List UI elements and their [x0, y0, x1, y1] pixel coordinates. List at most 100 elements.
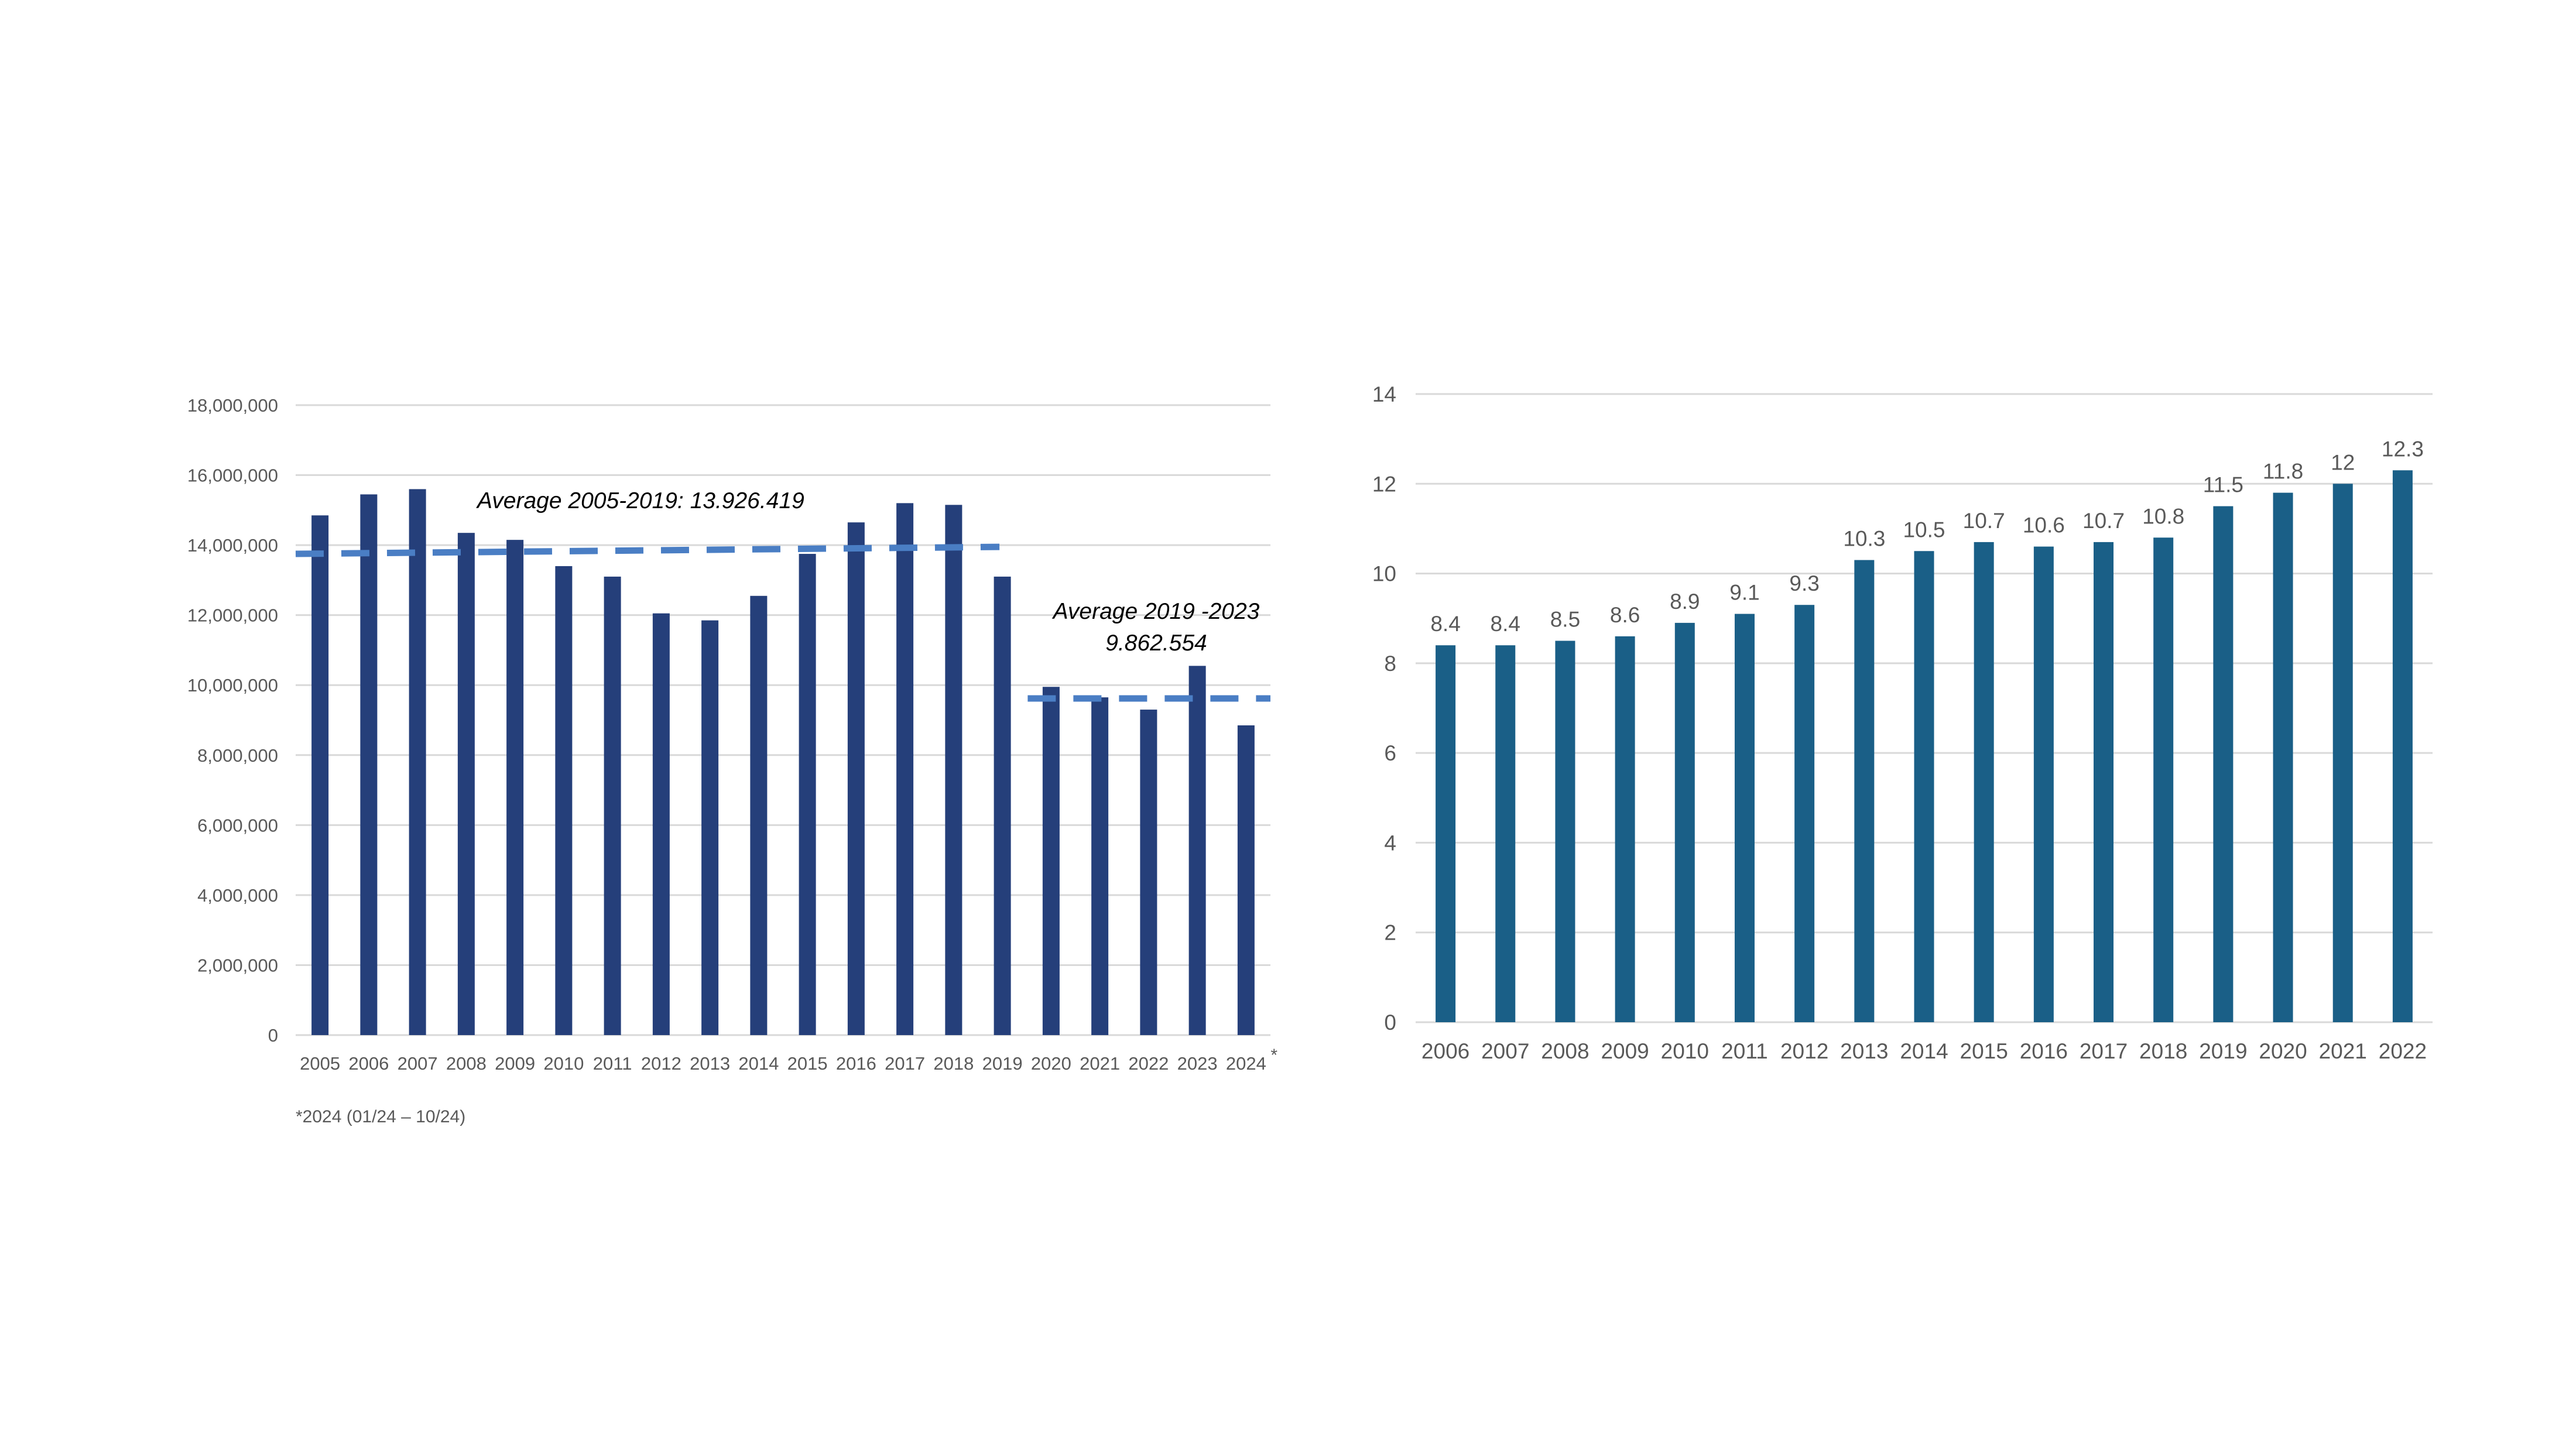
x-tick-label: 2013: [690, 1053, 730, 1074]
y-tick-label: 8,000,000: [197, 745, 278, 766]
bar: [701, 620, 719, 1035]
bar: [1495, 645, 1516, 1022]
bar: [896, 503, 914, 1035]
y-tick-label: 10: [1372, 562, 1396, 586]
x-tick-label: 2014: [738, 1053, 779, 1074]
y-tick-label: 2,000,000: [197, 955, 278, 975]
data-label: 8.5: [1550, 608, 1580, 632]
bar: [2332, 484, 2353, 1022]
bar: [555, 566, 573, 1035]
bar: [1794, 605, 1815, 1022]
x-tick-label: 2012: [1780, 1039, 1828, 1063]
x-tick-label: 2006: [1421, 1039, 1469, 1063]
data-label: 10.3: [1843, 527, 1885, 551]
x-tick-label: 2017: [885, 1053, 925, 1074]
x-tick-label: 2011: [1721, 1039, 1768, 1063]
bar: [1140, 710, 1157, 1035]
data-label: 12.3: [2382, 437, 2424, 461]
bar: [2392, 470, 2413, 1022]
x-tick-label: 2014: [1900, 1039, 1948, 1063]
bar: [652, 613, 670, 1035]
data-label: 10.5: [1903, 518, 1945, 542]
x-tick-label: 2016: [2020, 1039, 2068, 1063]
bar: [457, 533, 475, 1035]
y-tick-label: 12: [1372, 472, 1396, 496]
y-tick-label: 12,000,000: [187, 605, 278, 626]
bar: [2094, 542, 2114, 1022]
x-tick-marker: *: [1270, 1046, 1277, 1065]
bar: [2213, 506, 2234, 1022]
bar: [847, 522, 865, 1035]
y-tick-label: 0: [268, 1025, 278, 1046]
y-tick-label: 8: [1384, 652, 1396, 676]
x-tick-label: 2019: [2199, 1039, 2247, 1063]
y-tick-label: 6: [1384, 741, 1396, 765]
x-tick-label: 2005: [300, 1053, 340, 1074]
data-label: 9.1: [1729, 581, 1759, 605]
x-tick-label: 2018: [2139, 1039, 2187, 1063]
x-tick-label: 2015: [787, 1053, 828, 1074]
data-label: 11.5: [2203, 473, 2243, 497]
footnote: *2024 (01/24 – 10/24): [296, 1107, 465, 1126]
y-tick-label: 14: [1372, 382, 1396, 406]
bar: [1042, 687, 1060, 1035]
x-tick-label: 2022: [1128, 1053, 1169, 1074]
x-tick-label: 2020: [2259, 1039, 2307, 1063]
bar: [994, 576, 1011, 1035]
x-tick-label: 2023: [1177, 1053, 1218, 1074]
bar: [2273, 492, 2293, 1022]
visitor-bar-chart: 0 2,000,000 4,000,000 6,000,000 8,000,000 10,…: [187, 395, 1278, 1126]
bar: [1854, 560, 1875, 1022]
bar: [1734, 614, 1755, 1022]
bar: [506, 540, 524, 1035]
x-tick-label: 2008: [1541, 1039, 1589, 1063]
bar: [1615, 636, 1635, 1022]
bar: [2033, 546, 2054, 1022]
data-label: 8.9: [1670, 590, 1700, 614]
index-bar-chart: 0 2 4 6 8 10 12 14 8.4 8.4 8.5 8.6 8.9 9.1 9.3 10.3 10.5…: [1372, 382, 2433, 1063]
x-tick-label: 2015: [1960, 1039, 2008, 1063]
bar: [1914, 551, 1934, 1022]
bar: [1674, 622, 1695, 1022]
bar: [750, 595, 768, 1035]
x-tick-label: 2012: [641, 1053, 681, 1074]
x-tick-label: 2020: [1031, 1053, 1071, 1074]
x-tick-label: 2013: [1840, 1039, 1888, 1063]
x-tick-label: 2018: [933, 1053, 974, 1074]
data-label: 10.6: [2023, 513, 2065, 537]
average-line-2005-2019: [295, 543, 1000, 557]
data-label: 8.4: [1430, 612, 1460, 636]
y-tick-label: 0: [1384, 1010, 1396, 1034]
bar: [604, 576, 621, 1035]
x-tick-label: 2021: [2319, 1039, 2367, 1063]
x-tick-label: 2024: [1226, 1053, 1266, 1074]
average-label-2019-2023-value: 9.862.554: [1105, 631, 1207, 656]
x-tick-label: 2017: [2080, 1039, 2128, 1063]
x-tick-label: 2009: [1601, 1039, 1649, 1063]
data-label: 10.7: [2082, 509, 2125, 533]
bar: [1237, 725, 1255, 1035]
data-label: 8.6: [1610, 603, 1640, 627]
data-label: 8.4: [1491, 612, 1520, 636]
x-tick-label: 2008: [446, 1053, 487, 1074]
x-tick-label: 2010: [543, 1053, 584, 1074]
x-tick-label: 2019: [982, 1053, 1023, 1074]
bar: [311, 515, 329, 1035]
bar: [1974, 542, 1994, 1022]
y-tick-label: 4,000,000: [197, 885, 278, 906]
x-tick-label: 2006: [348, 1053, 389, 1074]
data-label: 11.8: [2263, 460, 2303, 484]
bar: [1188, 666, 1206, 1035]
bar: [1436, 645, 1456, 1022]
data-label: 10.7: [1963, 509, 2005, 533]
x-tick-label: 2009: [495, 1053, 535, 1074]
y-tick-label: 10,000,000: [187, 675, 278, 696]
bar: [799, 554, 816, 1035]
x-tick-label: 2007: [1481, 1039, 1529, 1063]
y-tick-label: 14,000,000: [187, 535, 278, 556]
y-tick-label: 16,000,000: [187, 465, 278, 486]
bar: [1555, 640, 1575, 1022]
x-tick-label: 2021: [1080, 1053, 1120, 1074]
x-tick-label: 2022: [2379, 1039, 2427, 1063]
bar: [409, 489, 426, 1035]
